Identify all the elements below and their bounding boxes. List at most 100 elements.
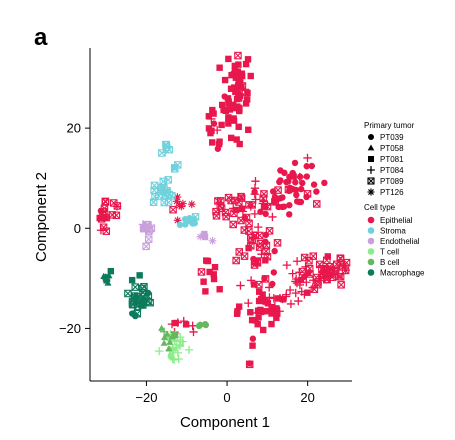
data-point-epithelial [250,281,258,288]
data-point-stroma [163,188,171,197]
data-point-epithelial [250,209,259,219]
data-point-macrophage [107,267,115,275]
data-point-epithelial [249,342,256,349]
legend-marker-pt039 [368,134,374,140]
data-point-epithelial [222,107,229,115]
data-point-stroma [158,149,166,157]
data-point-epithelial [249,335,257,342]
data-point-epithelial [256,288,263,295]
data-point-epithelial [209,106,216,114]
data-point-epithelial [265,293,274,302]
x-tick-label: 20 [300,390,314,405]
data-point-epithelial [292,278,302,288]
data-point-t-cell [175,341,185,350]
data-point-b-cell [160,339,168,346]
data-point-epithelial [197,268,206,276]
data-point-macrophage [138,302,145,309]
data-point-epithelial [238,84,245,91]
y-axis-title: Component 2 [33,172,50,262]
data-point-epithelial [293,191,300,199]
data-point-epithelial [203,257,210,264]
data-point-endothelial [208,236,217,245]
data-point-epithelial [236,105,243,113]
data-point-epithelial [294,296,303,306]
data-point-stroma [151,192,159,201]
legend-label-pt039: PT039 [380,133,404,142]
data-point-epithelial [285,187,293,195]
data-point-epithelial [291,277,300,286]
data-point-epithelial [279,194,286,201]
data-point-epithelial [200,278,207,285]
data-point-t-cell [169,355,179,365]
x-axis-title: Component 1 [180,414,270,431]
data-point-stroma [176,221,184,229]
data-point-epithelial [233,310,241,317]
legend-label-pt126: PT126 [380,188,404,197]
data-point-endothelial [138,220,148,229]
data-point-epithelial [309,252,318,260]
data-point-epithelial [227,134,235,142]
data-point-epithelial [286,201,293,209]
legend-swatch-stroma [367,227,375,234]
data-point-epithelial [247,309,254,316]
data-point-epithelial [268,320,275,328]
data-point-macrophage [104,279,112,286]
data-point-epithelial [244,96,251,103]
data-point-endothelial [201,233,209,241]
data-point-epithelial [259,308,266,316]
legend-label-stroma: Stroma [380,227,406,236]
data-point-epithelial [175,201,184,210]
data-point-epithelial [210,110,217,117]
data-point-epithelial [268,212,277,222]
data-point-epithelial [246,360,253,367]
data-point-epithelial [271,198,278,205]
data-point-epithelial [268,304,275,312]
data-point-epithelial [235,77,242,84]
data-point-epithelial [270,269,278,276]
data-point-epithelial [218,121,225,129]
data-point-epithelial [291,288,300,298]
data-point-epithelial [234,51,242,60]
data-point-macrophage [133,302,142,311]
data-point-epithelial [259,291,266,298]
data-point-epithelial [245,227,253,235]
data-point-epithelial [291,159,299,167]
panel-letter: a [34,24,48,51]
data-point-epithelial [232,206,240,214]
data-point-epithelial [303,153,312,163]
data-point-epithelial [303,163,310,170]
data-point-epithelial [282,290,291,299]
data-point-b-cell [161,333,169,341]
data-point-epithelial [210,120,218,127]
data-point-epithelial [273,239,282,247]
data-point-epithelial [234,82,242,89]
data-point-macrophage [131,283,140,291]
data-point-stroma [170,164,178,171]
data-point-epithelial [288,269,297,278]
data-point-epithelial [207,114,216,124]
data-point-epithelial [245,244,252,252]
data-point-epithelial [233,95,241,103]
data-point-epithelial [254,321,261,328]
data-point-epithelial [235,303,243,310]
legend-marker-pt081 [368,156,374,162]
data-point-epithelial [101,197,110,206]
data-point-epithelial [244,56,252,63]
data-point-epithelial [222,212,230,221]
data-point-epithelial [274,310,281,317]
data-point-t-cell [167,352,174,360]
data-point-epithelial [271,247,278,255]
data-point-endothelial [142,242,150,251]
data-point-epithelial [235,61,242,68]
data-point-epithelial [245,219,253,228]
data-point-epithelial [310,181,318,188]
data-point-epithelial [313,200,321,208]
data-point-stroma [182,221,189,228]
data-point-epithelial [211,263,219,271]
data-point-epithelial [257,208,264,215]
data-point-macrophage [128,276,136,284]
x-tick-label: −20 [135,390,157,405]
data-point-epithelial [229,101,237,109]
data-point-epithelial [172,197,181,206]
